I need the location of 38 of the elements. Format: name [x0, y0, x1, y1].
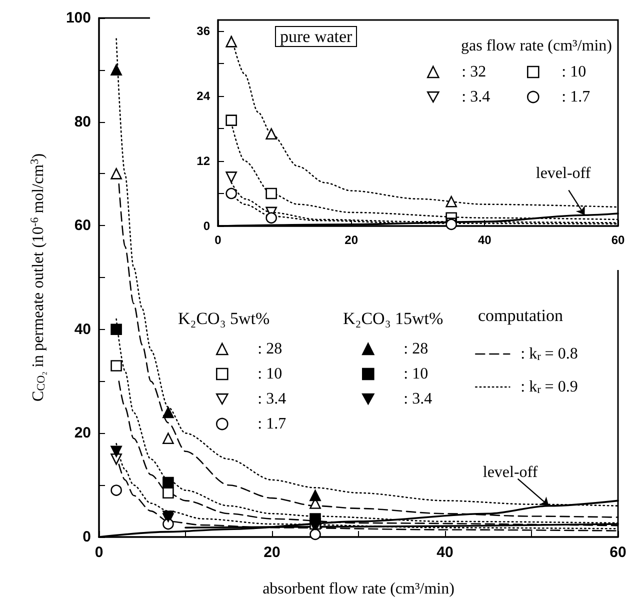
legend-label: : 3.4 — [404, 390, 432, 408]
x-tick-label: 0 — [94, 544, 104, 561]
annotation: K₂CO₃ 5wt% — [178, 309, 270, 328]
y-tick-label: 24 — [196, 88, 210, 103]
y-tick-label: 12 — [196, 154, 210, 168]
annotation: K₂CO₃ 15wt% — [343, 309, 444, 328]
annotation: level-off — [536, 165, 592, 182]
legend-label: : 3.4 — [258, 390, 286, 408]
annotation: computation — [478, 306, 564, 325]
x-tick-label: 60 — [610, 544, 626, 561]
x-tick-label: 20 — [344, 233, 358, 247]
x-tick-label: 40 — [436, 544, 454, 561]
y-tick-label: 80 — [74, 113, 91, 130]
x-tick-label: 60 — [611, 233, 625, 247]
x-axis-title: absorbent flow rate (cm³/min) — [262, 580, 454, 598]
x-tick-label: 40 — [478, 233, 492, 247]
x-tick-label: 0 — [214, 233, 222, 247]
legend-label: : 3.4 — [462, 88, 490, 106]
legend-label: : 32 — [462, 64, 486, 80]
annotation: level-off — [482, 464, 538, 481]
y-tick-label: 0 — [203, 219, 210, 233]
legend-label: : 10 — [404, 366, 428, 382]
legend-label: : 10 — [258, 366, 282, 382]
legend-label: : 28 — [258, 340, 282, 358]
legend-title: gas flow rate (cm³/min) — [461, 38, 612, 54]
y-tick-label: 40 — [74, 320, 91, 338]
y-tick-label: 100 — [66, 10, 91, 26]
y-axis-title: CCO₂ in permeate outlet (10-6 mol/cm3) — [29, 153, 48, 402]
x-tick-label: 20 — [264, 544, 280, 561]
y-tick-label: 60 — [74, 217, 91, 234]
legend-label: : 1.7 — [562, 88, 590, 106]
legend-label: : 1.7 — [258, 416, 286, 432]
legend-label: : 10 — [562, 64, 586, 80]
y-tick-label: 0 — [82, 528, 91, 546]
y-tick-label: 20 — [74, 424, 91, 442]
legend-label: : 28 — [404, 340, 428, 358]
y-tick-label: 36 — [196, 24, 210, 38]
chart-title: pure water — [280, 27, 353, 46]
